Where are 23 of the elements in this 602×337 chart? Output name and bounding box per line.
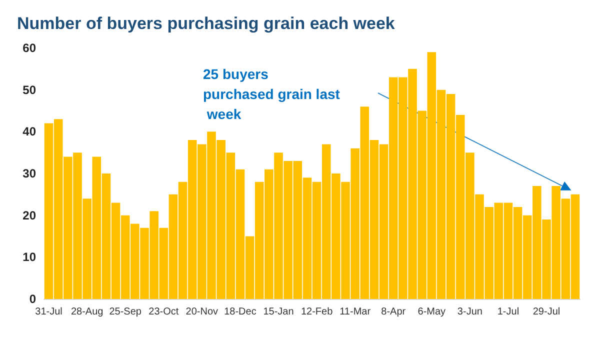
x-tick-label: 18-Dec [224, 306, 256, 318]
x-tick-label: 6-May [418, 306, 446, 318]
y-tick-label: 0 [29, 292, 36, 306]
y-tick-label: 60 [22, 41, 36, 55]
y-tick-label: 10 [22, 250, 36, 264]
y-tick-label: 20 [22, 208, 36, 222]
x-tick-label: 3-Jun [457, 306, 482, 318]
x-tick-label: 12-Feb [300, 306, 334, 318]
x-tick-label: 28-Aug [70, 306, 104, 318]
x-tick-label: 1-Jul [497, 306, 520, 318]
y-tick-label: 40 [22, 124, 36, 139]
x-tick-label: 8-Apr [381, 306, 406, 318]
y-tick-label: 50 [22, 82, 36, 97]
chart-title: Number of buyers purchasing grain each week [17, 14, 396, 33]
annotation: 25 buyers purchased grain last week [203, 66, 340, 122]
x-tick-label: 29-Jul [532, 306, 560, 318]
y-tick-label: 30 [22, 166, 36, 180]
x-tick-label: 15-Jan [263, 306, 294, 318]
x-tick-label: 20-Nov [186, 306, 218, 318]
x-tick-label: 25-Sep [109, 306, 142, 318]
x-tick-label: 11-Mar [340, 306, 372, 318]
x-tick-label: 31-Jul [35, 306, 62, 318]
x-tick-label: 23-Oct [148, 306, 179, 318]
